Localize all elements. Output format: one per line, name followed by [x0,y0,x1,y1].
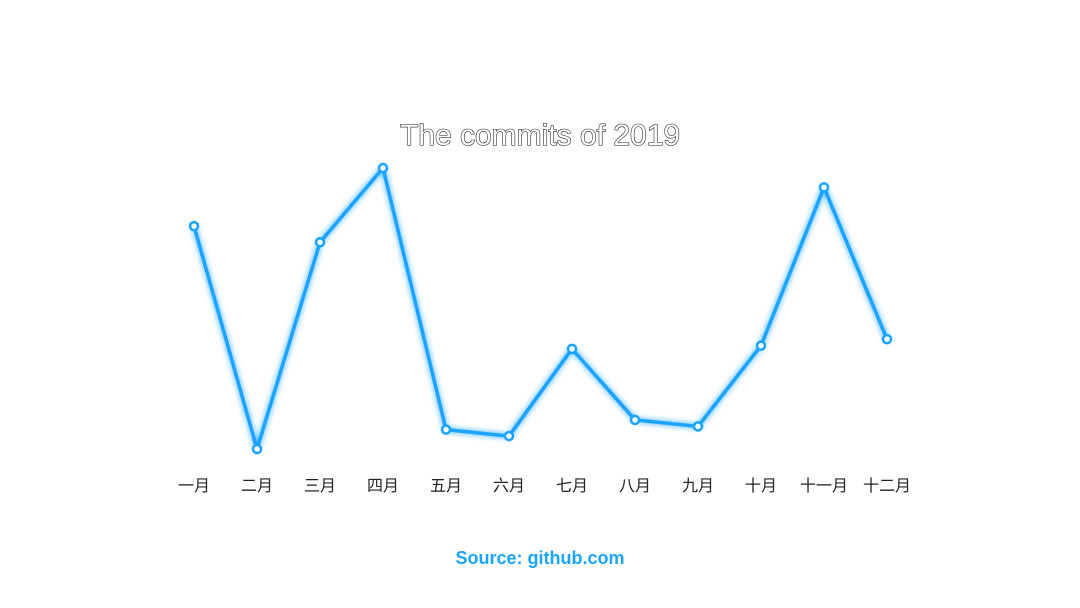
data-point[interactable] [818,182,830,193]
x-tick-label: 六月 [493,476,525,495]
data-point[interactable] [314,237,326,248]
data-point[interactable] [692,421,704,432]
x-tick-label: 五月 [430,476,462,495]
data-point[interactable] [440,424,452,435]
x-tick-label: 三月 [304,476,336,495]
x-tick-label: 一月 [178,476,210,495]
data-point[interactable] [629,414,641,426]
series-layer [188,162,893,455]
x-tick-label: 十月 [745,476,777,495]
x-tick-label: 七月 [556,476,588,495]
x-tick-label: 八月 [619,476,651,495]
data-point[interactable] [881,333,893,345]
x-tick-label: 九月 [682,476,714,495]
x-tick-label: 十一月 [800,476,848,495]
data-point[interactable] [377,162,389,174]
chart-title: The commits of 2019 [400,119,680,152]
source-label: Source: github.com [455,548,624,568]
series-line [192,166,889,451]
x-axis-ticks: 一月 二月 三月 四月 五月 六月 七月 八月 九月 十月 十一月 十二月 [178,476,911,495]
data-point[interactable] [251,443,263,455]
x-tick-label: 二月 [241,476,273,495]
data-point[interactable] [503,430,515,442]
data-point[interactable] [755,340,767,351]
x-tick-label: 十二月 [863,476,911,495]
data-point[interactable] [188,220,200,232]
x-tick-label: 四月 [367,476,399,495]
data-point[interactable] [566,343,578,355]
